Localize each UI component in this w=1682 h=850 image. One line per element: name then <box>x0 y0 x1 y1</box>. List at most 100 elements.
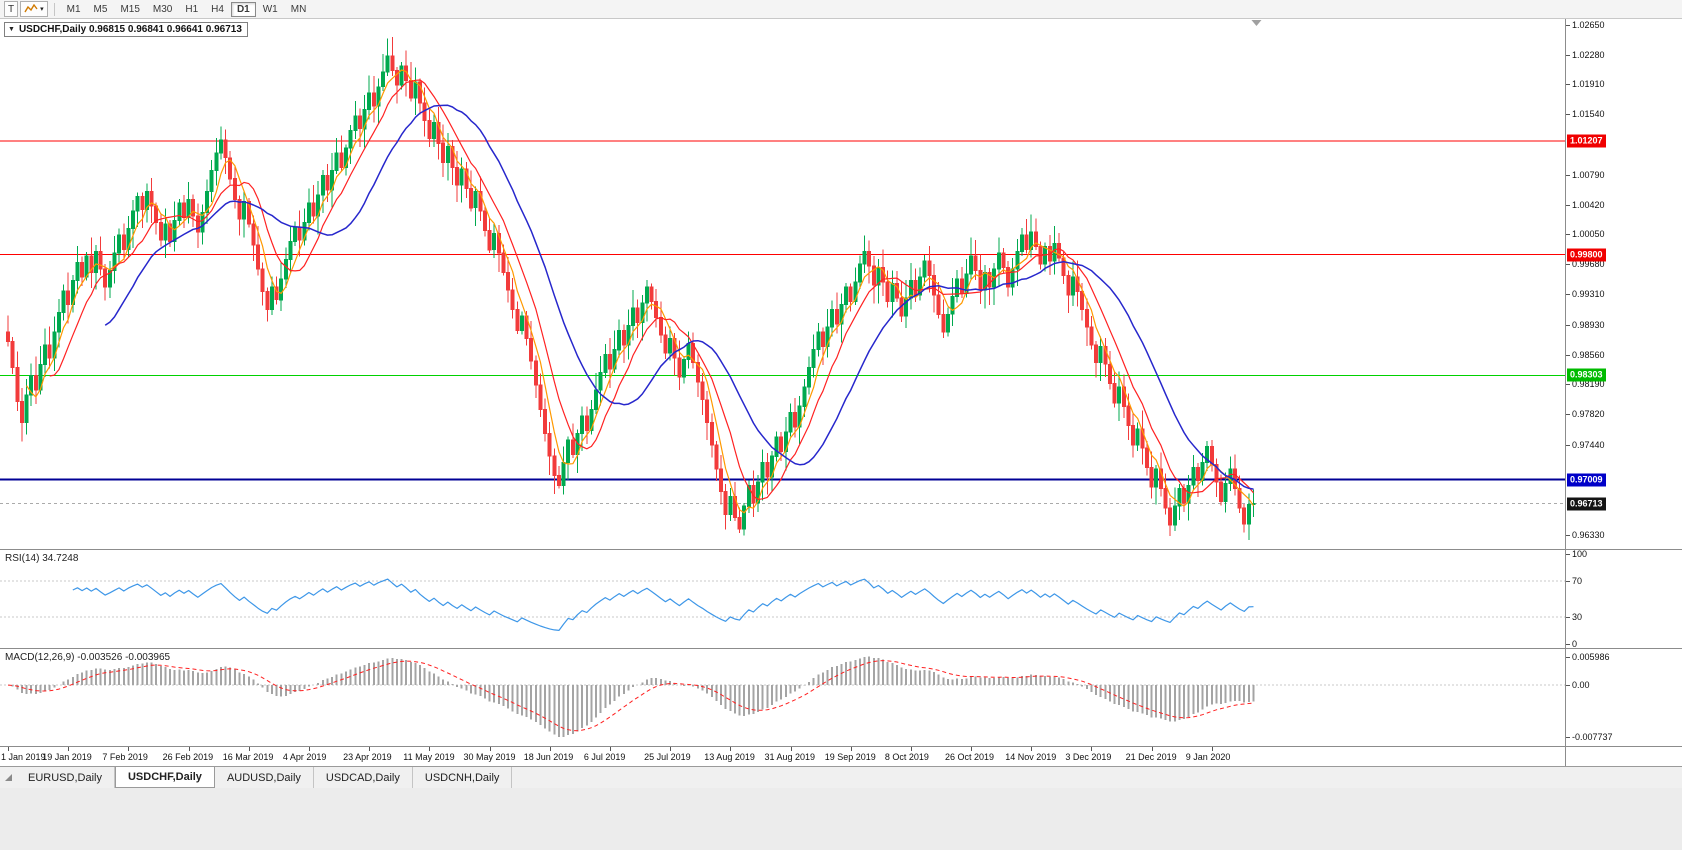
price-axis-label: 1.00050 <box>1572 229 1605 240</box>
chart-window: ▼ USDCHF,Daily 0.96815 0.96841 0.96641 0… <box>0 19 1682 766</box>
toolbar: T ▾ M1 M5 M15 M30 H1 H4 D1 W1 MN <box>0 0 1682 19</box>
macd-axis-label: 0.005986 <box>1572 651 1610 662</box>
crosshair-tool-label: T <box>8 3 15 15</box>
price-axis-label: 0.98190 <box>1572 379 1605 390</box>
rsi-axis-tick <box>1566 554 1570 555</box>
price-axis[interactable]: 1.02650 1.02280 1.01910 1.01540 1.00790 1.004… <box>1565 19 1682 766</box>
price-axis-tick <box>1566 114 1570 116</box>
price-badge: 1.01207 <box>1567 134 1606 148</box>
date-axis-label: 7 Feb 2019 <box>102 752 148 762</box>
chevron-down-icon: ▾ <box>40 6 44 13</box>
date-axis-tick <box>128 747 130 751</box>
chart-shift-marker-icon <box>1251 20 1262 26</box>
crosshair-tool-button[interactable]: T <box>4 1 19 17</box>
date-axis-tick <box>8 747 9 751</box>
price-axis-label: 1.01540 <box>1572 109 1605 120</box>
date-axis-label: 30 May 2019 <box>463 752 516 762</box>
rsi-plot[interactable] <box>0 550 1565 648</box>
macd-axis-label: -0.007737 <box>1572 731 1613 742</box>
timeframe-button-h4[interactable]: H4 <box>205 2 230 17</box>
date-axis-tick <box>489 747 491 751</box>
price-axis-label: 1.01910 <box>1572 79 1605 90</box>
price-badge: 0.96713 <box>1567 497 1606 511</box>
price-axis-label: 1.00790 <box>1572 169 1605 180</box>
rsi-axis-tick <box>1566 644 1570 645</box>
price-badge: 0.99800 <box>1567 248 1606 262</box>
macd-plot[interactable] <box>0 649 1565 746</box>
date-axis-label: 9 Jan 2020 <box>1185 752 1231 762</box>
date-axis-tick <box>248 747 250 751</box>
timeframe-button-m30[interactable]: M30 <box>147 2 178 17</box>
tab-eurusd-daily[interactable]: EURUSD,Daily <box>16 767 115 788</box>
price-axis-tick <box>1566 294 1570 296</box>
macd-signal-line <box>7 660 1254 732</box>
date-axis-label: 31 Aug 2019 <box>764 752 816 762</box>
tab-usdcad-daily[interactable]: USDCAD,Daily <box>314 767 413 788</box>
indicators-menu-button[interactable]: ▾ <box>20 1 48 17</box>
price-axis-tick <box>1566 24 1570 26</box>
rsi-axis-tick <box>1566 581 1570 582</box>
date-axis-tick <box>971 747 972 751</box>
tab-usdchf-daily[interactable]: USDCHF,Daily <box>114 767 215 788</box>
date-axis-tick <box>68 747 70 751</box>
timeframe-button-h1[interactable]: H1 <box>179 2 204 17</box>
date-axis-tick <box>609 747 611 751</box>
timeframe-button-m15[interactable]: M15 <box>114 2 145 17</box>
macd-axis-tick <box>1566 685 1570 687</box>
price-badge: 0.98303 <box>1567 368 1606 382</box>
price-badge: 0.97009 <box>1567 473 1606 487</box>
candlestick-plot[interactable] <box>0 19 1565 549</box>
date-axis-label: 19 Jan 2019 <box>42 752 92 762</box>
price-axis-label: 0.97820 <box>1572 409 1605 420</box>
timeframe-button-mn[interactable]: MN <box>285 2 313 17</box>
date-axis-label: 21 Dec 2019 <box>1125 752 1177 762</box>
price-axis-tick <box>1566 234 1570 236</box>
date-axis-label: 25 Jul 2019 <box>644 752 691 762</box>
macd-label: MACD(12,26,9) -0.003526 -0.003965 <box>5 652 171 663</box>
date-axis-tick <box>549 747 551 751</box>
pane-separator <box>0 746 1682 747</box>
date-axis-label: 4 Apr 2019 <box>282 752 327 762</box>
moving-average-line-22 <box>104 104 1254 490</box>
price-axis-tick <box>1566 324 1570 326</box>
timeframe-button-w1[interactable]: W1 <box>257 2 284 17</box>
tab-usdcnh-daily[interactable]: USDCNH,Daily <box>413 767 513 788</box>
toolbar-separator <box>53 2 55 16</box>
price-axis-label: 0.98930 <box>1572 319 1605 330</box>
moving-average-line-10 <box>49 79 1254 501</box>
date-axis-label: 8 Oct 2019 <box>884 752 929 762</box>
price-axis-label: 1.02280 <box>1572 49 1605 60</box>
date-axis-label: 19 Sep 2019 <box>824 752 876 762</box>
rsi-line <box>72 578 1254 632</box>
date-axis-tick <box>1031 747 1033 751</box>
date-axis-label: 13 Aug 2019 <box>704 752 755 762</box>
price-axis-label: 0.97440 <box>1572 439 1605 450</box>
pane-separator[interactable] <box>0 648 1682 649</box>
date-axis-label: 6 Jul 2019 <box>583 752 626 762</box>
price-axis-tick <box>1566 54 1570 56</box>
price-axis-tick <box>1566 264 1570 266</box>
tab-scroll-corner[interactable] <box>0 767 16 788</box>
price-axis-tick <box>1566 384 1570 386</box>
chart-title[interactable]: ▼ USDCHF,Daily 0.96815 0.96841 0.96641 0… <box>4 22 248 37</box>
up-candles <box>24 38 1256 541</box>
date-axis-tick <box>1211 747 1213 751</box>
chart-title-text: USDCHF,Daily 0.96815 0.96841 0.96641 0.9… <box>18 24 242 35</box>
timeframe-button-d1[interactable]: D1 <box>230 1 256 17</box>
price-axis-tick <box>1566 204 1570 206</box>
price-axis-tick <box>1566 414 1570 416</box>
tab-scroll-icon <box>4 774 12 781</box>
price-axis-label: 1.00420 <box>1572 199 1605 210</box>
date-axis-tick <box>308 747 310 751</box>
timeframe-button-m1[interactable]: M1 <box>61 2 87 17</box>
date-axis-label: 26 Feb 2019 <box>162 752 214 762</box>
chart-tab-bar: EURUSD,Daily USDCHF,Daily AUDUSD,Daily USDC… <box>0 766 1682 788</box>
timeframe-button-m5[interactable]: M5 <box>88 2 114 17</box>
tab-audusd-daily[interactable]: AUDUSD,Daily <box>215 767 314 788</box>
price-axis-tick <box>1566 174 1570 176</box>
symbol-dropdown-caret-icon: ▼ <box>8 26 15 33</box>
date-axis-tick <box>188 747 190 751</box>
price-axis-label: 0.99680 <box>1572 259 1605 270</box>
pane-separator[interactable] <box>0 549 1682 550</box>
